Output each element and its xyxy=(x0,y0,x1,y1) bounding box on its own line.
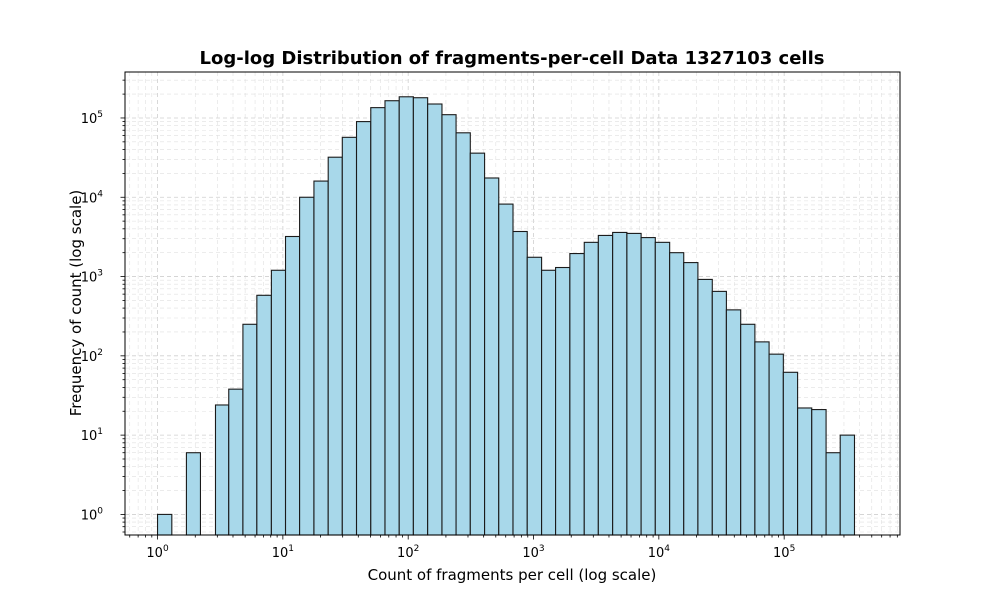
histogram-bar xyxy=(313,180,329,536)
histogram-bar xyxy=(583,241,599,536)
histogram-bar xyxy=(612,231,628,536)
x-tick-label: 102 xyxy=(397,544,419,561)
histogram-bar xyxy=(669,252,685,536)
plot-frame xyxy=(124,71,901,536)
histogram-bar xyxy=(412,97,429,536)
histogram-bar xyxy=(498,203,514,536)
histogram-bar xyxy=(569,253,585,536)
x-tick-label: 100 xyxy=(146,544,169,561)
histogram-bar xyxy=(441,114,457,536)
histogram-bar xyxy=(640,237,656,536)
histogram-bar xyxy=(384,100,400,536)
x-axis-label: Count of fragments per cell (log scale) xyxy=(368,566,657,584)
histogram-bar xyxy=(484,177,500,536)
histogram-bar xyxy=(825,452,841,536)
histogram-bar xyxy=(782,371,799,536)
histogram-bar xyxy=(469,152,486,536)
y-axis-label: Frequency of count (log scale) xyxy=(67,190,85,417)
histogram-bar xyxy=(768,353,784,536)
y-tick-label: 101 xyxy=(81,427,103,444)
histogram-bar xyxy=(740,323,756,536)
histogram-bar xyxy=(711,290,727,536)
histogram-bar xyxy=(455,132,471,536)
histogram-bar xyxy=(256,294,272,536)
histogram-bar xyxy=(341,136,358,536)
histogram-bar xyxy=(370,107,386,536)
x-tick-label: 101 xyxy=(272,544,294,561)
histogram-bar xyxy=(754,341,770,536)
chart-title: Log-log Distribution of fragments-per-ce… xyxy=(200,48,825,69)
histogram-bar xyxy=(839,434,856,536)
y-tick-label: 100 xyxy=(81,506,104,523)
histogram-bars xyxy=(156,96,856,536)
histogram-bar xyxy=(398,96,414,536)
histogram-bar xyxy=(683,262,699,536)
x-tick-label: 104 xyxy=(648,544,671,561)
histogram-bar xyxy=(327,156,343,536)
histogram-bar xyxy=(214,404,230,536)
histogram-bar xyxy=(242,323,258,536)
histogram-bar xyxy=(270,269,287,536)
histogram-bar xyxy=(555,266,571,536)
histogram-bar xyxy=(697,278,713,536)
histogram-bar xyxy=(541,269,557,536)
histogram-bar xyxy=(427,103,443,536)
x-tick-label: 103 xyxy=(522,544,544,561)
histogram-bar xyxy=(811,409,827,536)
histogram-bar xyxy=(156,513,173,536)
histogram-bar xyxy=(512,230,528,536)
histogram-bar xyxy=(299,196,315,536)
histogram-bar xyxy=(284,235,301,536)
histogram-bar xyxy=(725,309,742,536)
histogram-bar xyxy=(185,452,202,536)
histogram-bar xyxy=(526,256,543,536)
histogram-bar xyxy=(228,388,244,536)
histogram-bar xyxy=(355,121,372,536)
histogram-bar xyxy=(797,407,813,536)
x-tick-label: 105 xyxy=(773,544,795,561)
histogram-bar xyxy=(626,232,642,536)
y-tick-label: 105 xyxy=(81,110,103,127)
histogram-bar xyxy=(597,234,614,536)
histogram-bar xyxy=(654,241,671,536)
